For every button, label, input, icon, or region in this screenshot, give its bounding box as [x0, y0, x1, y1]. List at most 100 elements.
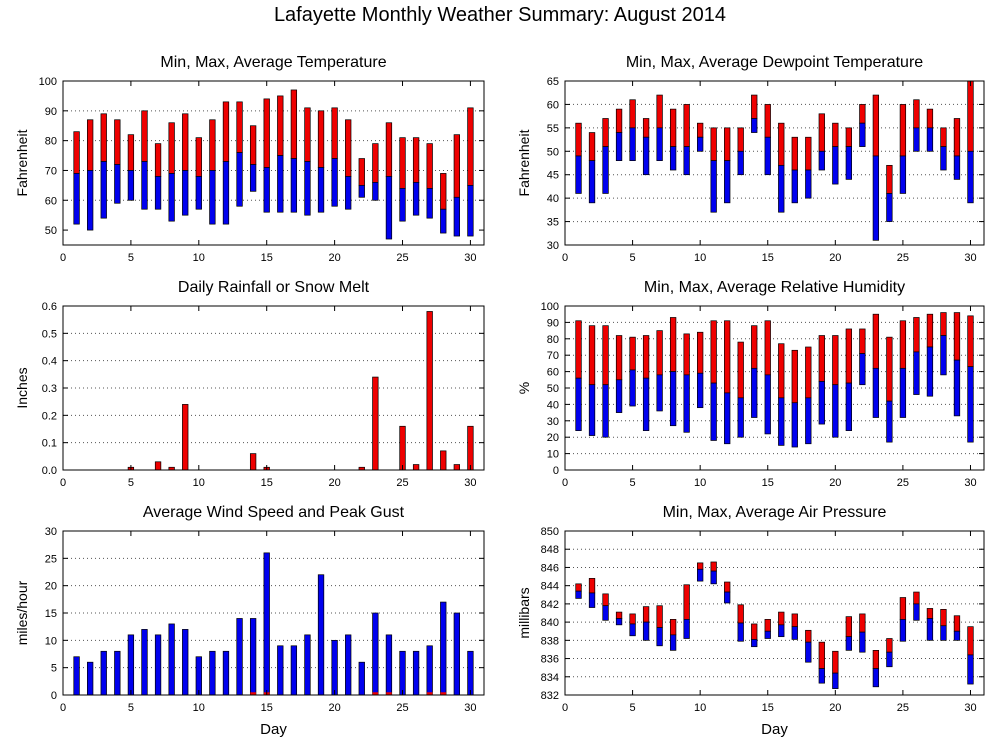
y-axis-label: miles/hour: [14, 580, 30, 645]
bar-upper-day-14: [751, 623, 758, 640]
y-tick-label: 60: [547, 367, 559, 379]
x-tick-label: 30: [964, 477, 976, 489]
bar-lower-day-21: [845, 146, 852, 180]
y-tick-label: 832: [541, 690, 559, 702]
bar-wind-day-26: [412, 650, 420, 696]
bar-lower-day-24: [886, 193, 893, 222]
bar-upper-day-29: [953, 615, 961, 632]
bar-upper-day-11: [710, 320, 717, 384]
bar-upper-day-20: [832, 650, 839, 674]
bar-lower-day-6: [141, 161, 148, 210]
bar-upper-day-27: [926, 108, 934, 129]
bar-lower-day-27: [926, 346, 934, 397]
x-tick-label: 0: [60, 252, 66, 264]
bar-lower-day-17: [791, 169, 798, 204]
y-tick-label: 0.5: [42, 328, 57, 340]
y-tick-label: 100: [39, 76, 57, 88]
bar-lower-day-29: [953, 359, 961, 417]
bar-lower-day-22: [859, 353, 866, 386]
bar-lower-day-25: [899, 367, 907, 418]
plot-frame: [564, 80, 985, 246]
bar-lower-day-12: [724, 160, 731, 204]
bar-lower-day-5: [127, 170, 135, 201]
bar-upper-day-5: [127, 134, 135, 171]
bar-upper-day-19: [818, 335, 825, 382]
bar-wind-day-20: [331, 639, 338, 696]
bar-lower-day-8: [669, 634, 677, 651]
x-tick-label: 5: [128, 252, 134, 264]
bar-upper-day-2: [87, 119, 94, 171]
bar-upper-day-21: [845, 127, 852, 147]
bar-upper-day-3: [602, 593, 609, 607]
bar-lower-day-29: [453, 196, 460, 237]
bar-wind-day-11: [209, 650, 216, 696]
bar-lower-day-13: [737, 150, 744, 176]
bar-wind-day-18: [304, 634, 311, 696]
bar-upper-day-25: [899, 597, 907, 620]
bar-upper-day-10: [697, 122, 704, 138]
bar-gust-day-24: [386, 692, 392, 695]
bar-lower-day-18: [304, 161, 311, 216]
x-tick-label: 10: [193, 252, 205, 264]
bar-upper-day-20: [832, 122, 839, 147]
bar-wind-day-10: [195, 656, 202, 696]
bar-lower-day-1: [575, 590, 582, 599]
x-tick-label: 5: [630, 252, 636, 264]
x-tick-label: 20: [829, 702, 841, 714]
y-tick-label: 35: [547, 217, 559, 229]
bar-wind-day-17: [290, 645, 298, 696]
x-tick-label: 15: [261, 252, 273, 264]
bar-upper-day-14: [751, 325, 758, 369]
bar-upper-day-8: [669, 619, 677, 636]
bar-upper-day-28: [440, 173, 447, 210]
bar-lower-day-22: [358, 185, 365, 198]
bar-wind-day-23: [372, 612, 379, 696]
bar-lower-day-17: [290, 158, 298, 213]
bar-lower-day-19: [818, 381, 825, 425]
bar-upper-day-17: [791, 349, 798, 404]
bar-upper-day-13: [737, 127, 744, 152]
bar-lower-day-12: [724, 392, 731, 445]
bar-upper-day-30: [967, 315, 974, 368]
y-tick-label: 30: [547, 416, 559, 428]
y-tick-label: 30: [547, 240, 559, 252]
bar-lower-day-26: [412, 182, 420, 216]
y-tick-label: 0.6: [42, 301, 57, 313]
bar-upper-day-11: [710, 561, 717, 572]
x-tick-label: 10: [193, 702, 205, 714]
bar-lower-day-12: [222, 161, 230, 225]
x-tick-label: 0: [60, 477, 66, 489]
bar-lower-day-29: [953, 155, 961, 180]
bar-lower-day-13: [737, 622, 744, 642]
bar-upper-day-22: [859, 613, 866, 633]
x-tick-label: 25: [396, 477, 408, 489]
bar-wind-day-14: [249, 618, 257, 696]
bar-wind-day-29: [453, 612, 460, 696]
bar-lower-day-2: [588, 160, 596, 204]
y-tick-label: 0.0: [42, 465, 57, 477]
bar-upper-day-18: [805, 346, 812, 399]
bar-lower-day-30: [967, 366, 974, 443]
bar-upper-day-12: [724, 581, 731, 593]
bar-upper-day-3: [602, 118, 609, 147]
bar-lower-day-4: [114, 164, 121, 204]
bar-lower-day-4: [615, 379, 623, 413]
bar-upper-day-27: [926, 608, 934, 619]
bar-upper-day-7: [656, 94, 663, 129]
bar-upper-day-12: [724, 127, 731, 162]
x-tick-label: 0: [60, 702, 66, 714]
bar-lower-day-11: [710, 160, 717, 213]
y-tick-label: 50: [547, 146, 559, 158]
x-tick-label: 15: [762, 702, 774, 714]
bar-lower-day-8: [669, 371, 677, 427]
y-tick-label: 90: [547, 317, 559, 329]
bar-upper-day-23: [372, 143, 379, 183]
x-tick-label: 0: [562, 252, 568, 264]
chart-title: Min, Max, Average Air Pressure: [663, 504, 887, 521]
bar-upper-day-27: [426, 143, 433, 189]
bar-lower-day-18: [805, 641, 812, 663]
bar-upper-day-4: [114, 119, 121, 165]
bar-lower-day-30: [967, 150, 974, 204]
y-tick-label: 20: [547, 432, 559, 444]
bar-lower-day-26: [913, 351, 920, 395]
